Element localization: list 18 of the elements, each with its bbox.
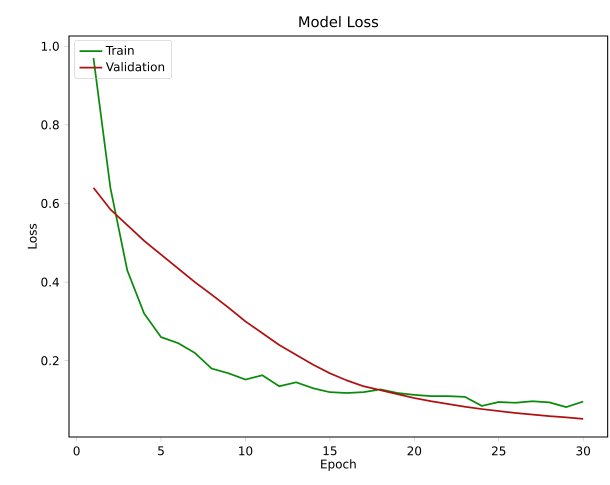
x-tick-label: 0 [74, 446, 80, 456]
y-tick-label: 0.6 [41, 198, 59, 208]
x-tick-label: 30 [576, 446, 590, 456]
chart-title: Model Loss [299, 16, 378, 28]
legend-label: Validation [106, 62, 164, 72]
x-tick-label: 5 [158, 446, 164, 456]
y-tick-label: 0.4 [41, 278, 59, 287]
legend-label: Train [106, 46, 134, 55]
x-tick-label: 10 [239, 446, 252, 456]
x-tick-label: 25 [492, 446, 506, 456]
y-tick-label: 1.0 [42, 42, 59, 51]
y-axis-title: Loss [28, 224, 37, 248]
x-tick-label: 15 [324, 446, 336, 456]
line-series [92, 57, 584, 408]
x-tick-label: 20 [408, 446, 422, 456]
x-axis-title: Epoch [321, 459, 356, 471]
y-tick-label: 0.2 [41, 356, 58, 366]
y-tick-label: 0.8 [41, 120, 59, 130]
